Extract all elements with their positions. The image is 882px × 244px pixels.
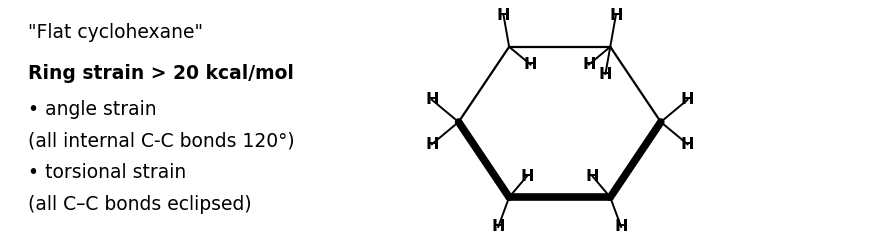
Text: H: H [491, 219, 505, 234]
Text: "Flat cyclohexane": "Flat cyclohexane" [27, 23, 203, 42]
Text: H: H [599, 67, 612, 81]
Text: H: H [681, 92, 694, 107]
Text: H: H [586, 169, 599, 183]
Text: (all C–C bonds eclipsed): (all C–C bonds eclipsed) [27, 194, 251, 214]
Text: H: H [582, 57, 595, 72]
Text: Ring strain > 20 kcal/mol: Ring strain > 20 kcal/mol [27, 64, 294, 83]
Text: • torsional strain: • torsional strain [27, 163, 186, 182]
Text: H: H [497, 8, 511, 23]
Text: H: H [609, 8, 623, 23]
Text: H: H [425, 92, 438, 107]
Text: (all internal C-C bonds 120°): (all internal C-C bonds 120°) [27, 132, 295, 151]
Text: H: H [615, 219, 628, 234]
Text: H: H [524, 57, 537, 72]
Text: • angle strain: • angle strain [27, 101, 156, 120]
Text: H: H [425, 137, 438, 152]
Text: H: H [681, 137, 694, 152]
Text: H: H [520, 169, 534, 183]
